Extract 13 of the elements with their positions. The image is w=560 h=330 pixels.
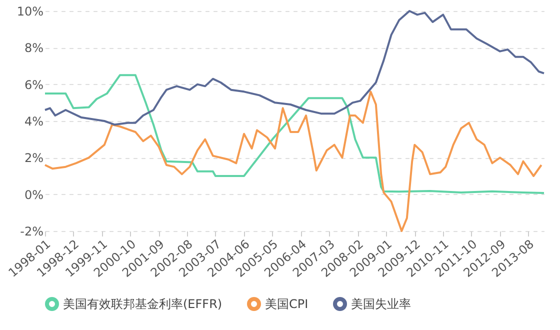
y-tick-label: 2% [24, 151, 44, 166]
y-tick-label: 4% [24, 114, 44, 128]
y-tick-label: -2% [20, 224, 44, 238]
y-tick-label: 0% [24, 188, 44, 202]
legend-label: 美国失业率 [351, 297, 411, 311]
line-series [44, 74, 545, 194]
legend-label: 美国有效联邦基金利率(EFFR) [63, 297, 222, 311]
legend-label: 美国CPI [265, 297, 308, 311]
line-series [44, 90, 542, 232]
y-tick-label: 6% [24, 78, 44, 92]
line-series [44, 10, 545, 126]
y-tick-label: 8% [24, 41, 44, 56]
y-tick-label: 10% [16, 4, 44, 18]
